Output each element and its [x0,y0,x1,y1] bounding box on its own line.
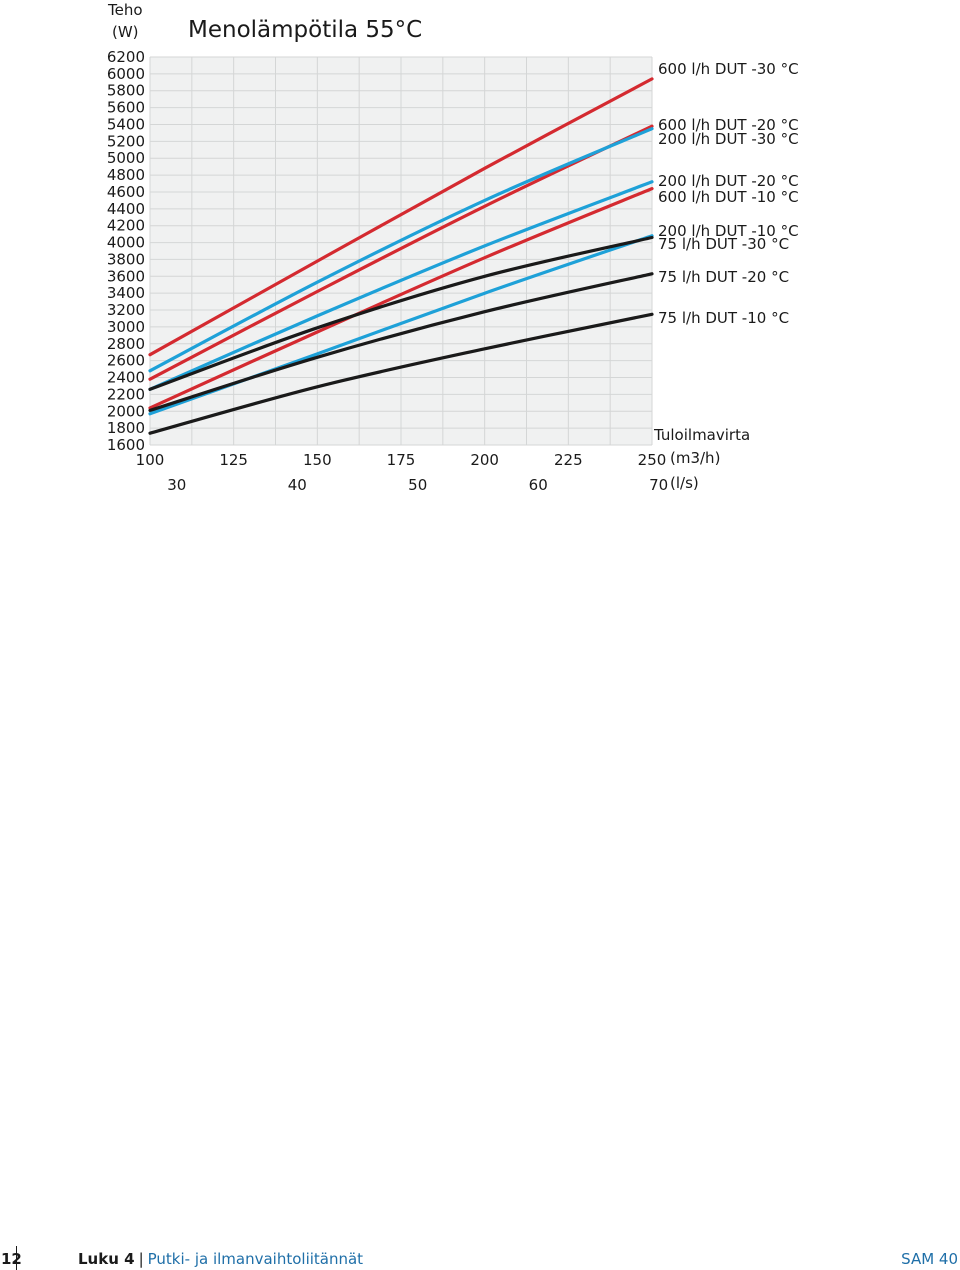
series-line-7 [148,235,654,391]
chart-title: Menolämpötila 55°C [188,17,422,43]
chart: 1600180020002200240026002800300032003400… [107,1,799,494]
y-tick-label: 2000 [107,402,145,420]
y-axis-unit: (W) [112,23,139,41]
legend-entry-8: 75 l/h DUT -20 °C [658,268,789,286]
y-tick-label: 1600 [107,436,145,454]
series-line-5 [148,187,654,410]
series-line-9 [148,312,654,435]
y-tick-label: 2800 [107,335,145,353]
x-axis-label: Tuloilmavirta [653,426,750,444]
y-tick-label: 5000 [107,149,145,167]
y-tick-label: 3400 [107,284,145,302]
footer-divider [0,1246,17,1270]
y-tick-label: 3600 [107,267,145,285]
x-axis-unit-primary: (m3/h) [670,449,720,467]
y-tick-label: 6200 [107,48,145,66]
y-tick-label: 4800 [107,166,145,184]
x-secondary-tick-label: 30 [167,476,186,494]
y-tick-label: 2600 [107,352,145,370]
series-layer [148,77,654,435]
legend-entry-4: 200 l/h DUT -20 °C [658,172,799,190]
y-tick-label: 4400 [107,200,145,218]
x-axis-unit-secondary: (l/s) [670,474,699,492]
y-tick-label: 3000 [107,318,145,336]
y-tick-label: 5600 [107,99,145,117]
legend-entry-6: 200 l/h DUT -10 °C [658,222,799,240]
y-tick-label: 4200 [107,217,145,235]
x-secondary-tick-label: 60 [529,476,548,494]
x-tick-label: 250 [638,451,667,469]
x-tick-label: 200 [470,451,499,469]
page-footer: 12 Luku 4 | Putki- ja ilmanvaihtoliitännät… [0,1246,960,1270]
x-secondary-tick-label: 50 [408,476,427,494]
chapter-heading: Luku 4 | Putki- ja ilmanvaihtoliitännät [78,1250,363,1268]
legend-entry-2: 600 l/h DUT -20 °C [658,116,799,134]
y-tick-labels: 1600180020002200240026002800300032003400… [107,48,145,454]
legend-entry-5: 600 l/h DUT -10 °C [658,188,799,206]
x-tick-label: 150 [303,451,332,469]
product-name: SAM 40 [901,1250,958,1268]
legend-entry-9: 75 l/h DUT -10 °C [658,309,789,327]
y-tick-label: 1800 [107,419,145,437]
y-tick-label: 4000 [107,234,145,252]
y-tick-label: 5800 [107,82,145,100]
series-line-8 [148,272,654,412]
x-tick-label: 225 [554,451,583,469]
x-tick-label: 100 [136,451,165,469]
legend-entry-1: 600 l/h DUT -30 °C [658,60,799,78]
x-secondary-tick-labels: 30 40 50 60 70 [167,476,668,494]
y-axis-label: Teho [107,1,143,19]
y-tick-label: 3800 [107,250,145,268]
y-tick-label: 5400 [107,115,145,133]
chapter-label: Luku 4 [78,1250,135,1268]
page-number: 12 [1,1250,22,1268]
chapter-title: Putki- ja ilmanvaihtoliitännät [147,1250,364,1268]
x-tick-labels: 100 125 150 175 200 225 250 [136,451,667,469]
x-secondary-tick-label: 70 [649,476,668,494]
y-tick-label: 5200 [107,132,145,150]
series-line-1 [148,77,654,357]
series-line-4 [148,180,654,391]
series-line-3 [148,127,654,373]
y-tick-label: 6000 [107,65,145,83]
x-tick-label: 125 [219,451,248,469]
y-tick-label: 2400 [107,369,145,387]
y-tick-label: 3200 [107,301,145,319]
x-secondary-tick-label: 40 [288,476,307,494]
x-tick-label: 175 [387,451,416,469]
y-tick-label: 4600 [107,183,145,201]
chapter-separator: | [138,1250,144,1268]
y-tick-label: 2200 [107,385,145,403]
legend-entry-3: 200 l/h DUT -30 °C [658,130,799,148]
legend-entry-7: 75 l/h DUT -30 °C [658,235,789,253]
